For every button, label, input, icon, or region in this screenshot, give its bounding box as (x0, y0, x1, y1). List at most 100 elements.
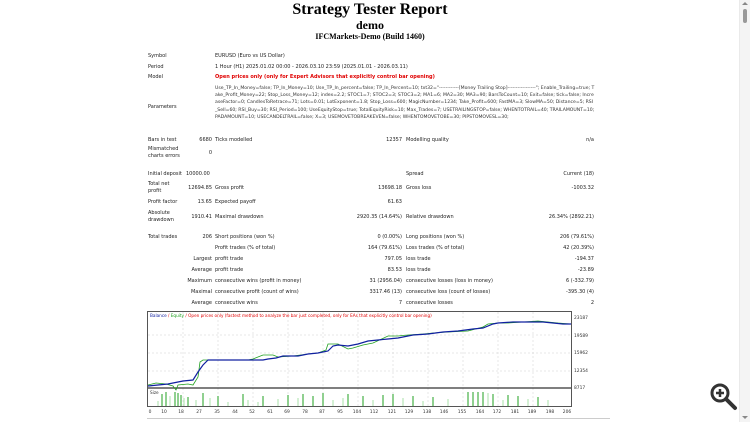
x-tick: 78 (302, 410, 308, 415)
maximal-cons-profit-label: consecutive profit (count of wins) (215, 289, 299, 295)
avg-cons-wins-value: 7 (398, 300, 402, 306)
long-value: 206 (79.61%) (559, 234, 594, 240)
loss-trades-label: Loss trades (% of total) (406, 245, 465, 251)
balance-equity-chart: Balance / Equity / Open prices only (fas… (147, 311, 572, 407)
bars-label: Bars in test (148, 137, 177, 143)
x-tick: 206 (562, 410, 572, 415)
x-tick: 10 (161, 410, 167, 415)
x-tick: 129 (404, 410, 414, 415)
y-tick-3: 12354 (574, 369, 588, 374)
profit-factor-value: 13.65 (197, 199, 212, 205)
size-label: Size (150, 390, 159, 395)
maximal-label: Maximal (190, 289, 212, 295)
average-profit-label: profit trade (215, 267, 244, 273)
x-tick: 146 (439, 410, 449, 415)
rel-dd-label: Relative drawdown (406, 214, 454, 220)
max-cons-losses-label: consecutive losses (loss in money) (406, 278, 493, 284)
model-value: Open prices only (only for Expert Adviso… (215, 74, 435, 80)
mismatch-label-2: charts errors (148, 153, 180, 159)
long-label: Long positions (won %) (406, 234, 465, 240)
largest-loss-value: -194.37 (574, 256, 594, 262)
x-tick: 189 (527, 410, 537, 415)
net-profit-label-2: profit (148, 188, 162, 194)
report-title: Strategy Tester Report (292, 1, 448, 18)
total-trades-label: Total trades (148, 234, 178, 240)
mismatch-label-1: Mismatched (148, 146, 179, 152)
gross-profit-label: Gross profit (215, 185, 244, 191)
x-tick: 104 (352, 410, 362, 415)
y-tick-2: 15962 (574, 351, 588, 356)
quality-label: Modelling quality (406, 137, 449, 143)
maximal-cons-profit-value: 3317.46 (13) (369, 289, 402, 295)
parameters-label: Parameters (148, 104, 177, 110)
largest-profit-label: profit trade (215, 256, 244, 262)
maximal-cons-loss-label: consecutive loss (count of losses) (406, 289, 491, 295)
zoom-in-icon (710, 383, 737, 410)
x-tick: 164 (475, 410, 485, 415)
spread-value: Current (18) (563, 171, 594, 177)
gross-loss-label: Gross loss (406, 185, 432, 191)
x-tick: 52 (249, 410, 255, 415)
net-profit-label-1: Total net (148, 181, 170, 187)
max-dd-label: Maximal drawdown (215, 214, 264, 220)
max-dd-value: 2920.35 (14.64%) (356, 214, 402, 220)
profit-factor-label: Profit factor (148, 199, 178, 205)
period-value: 1 Hour (H1) 2025.01.02 00:00 - 2026.03.1… (215, 64, 408, 70)
x-tick: 61 (267, 410, 273, 415)
profit-trades-label: Profit trades (% of total) (215, 245, 276, 251)
initial-deposit-label: Initial deposit (148, 171, 182, 177)
chart-legend: Balance / Equity / Open prices only (fas… (150, 313, 432, 318)
gross-loss-value: -1003.32 (571, 185, 594, 191)
x-tick: 44 (232, 410, 238, 415)
avg-cons-losses-value: 2 (590, 300, 594, 306)
scroll-down-arrow-icon[interactable] (742, 416, 748, 419)
x-tick: 198 (545, 410, 555, 415)
x-tick: 112 (369, 410, 379, 415)
bars-value: 6680 (199, 137, 212, 143)
total-trades-value: 206 (202, 234, 212, 240)
avg-cons-wins-label: consecutive wins (215, 300, 258, 306)
server-name: IFCMarkets-Demo (Build 1460) (315, 32, 425, 41)
legend-equity: Equity (170, 313, 185, 318)
model-label: Model (148, 74, 164, 80)
symbol-label: Symbol (148, 53, 167, 59)
scrollbar-thumb[interactable] (743, 9, 747, 23)
x-tick: 69 (284, 410, 290, 415)
parameters-value: Use_TP_In_Money=false; TP_In_Money=10; U… (215, 86, 595, 120)
y-tick-0: 23187 (574, 316, 588, 321)
expected-payoff-label: Expected payoff (215, 199, 256, 205)
x-tick: 138 (422, 410, 432, 415)
abs-dd-label-2: drawdown (148, 217, 174, 223)
x-tick: 155 (457, 410, 467, 415)
average-label: Average (191, 267, 212, 273)
zoom-in-button[interactable] (708, 381, 738, 411)
legend-balance: Balance (150, 313, 167, 318)
net-profit-value: 12694.85 (188, 185, 212, 191)
report-subtitle: demo (356, 18, 384, 32)
legend-model: Open prices only (fastest method to anal… (188, 313, 432, 318)
average-loss-label: loss trade (406, 267, 431, 273)
mismatch-value: 0 (208, 150, 212, 156)
short-value: 0 (0.00%) (377, 234, 402, 240)
average-profit-value: 83.53 (387, 267, 402, 273)
vertical-scrollbar[interactable] (739, 0, 750, 422)
ticks-value: 12357 (386, 137, 402, 143)
loss-trades-value: 42 (20.39%) (563, 245, 594, 251)
largest-label: Largest (193, 256, 212, 262)
scroll-up-arrow-icon[interactable] (742, 2, 748, 5)
x-tick: 87 (319, 410, 325, 415)
chart-plot (148, 312, 571, 406)
x-tick: 181 (510, 410, 520, 415)
spread-label: Spread (406, 171, 424, 177)
x-tick: 0 (148, 410, 152, 415)
x-tick: 18 (178, 410, 184, 415)
size-histogram (157, 392, 549, 406)
gross-profit-value: 13698.18 (378, 185, 402, 191)
max-cons-wins-value: 31 (2956.04) (369, 278, 402, 284)
divider (147, 418, 610, 419)
x-tick: 121 (387, 410, 397, 415)
largest-loss-label: loss trade (406, 256, 431, 262)
short-label: Short positions (won %) (215, 234, 275, 240)
y-tick-4: 8717 (574, 386, 586, 391)
